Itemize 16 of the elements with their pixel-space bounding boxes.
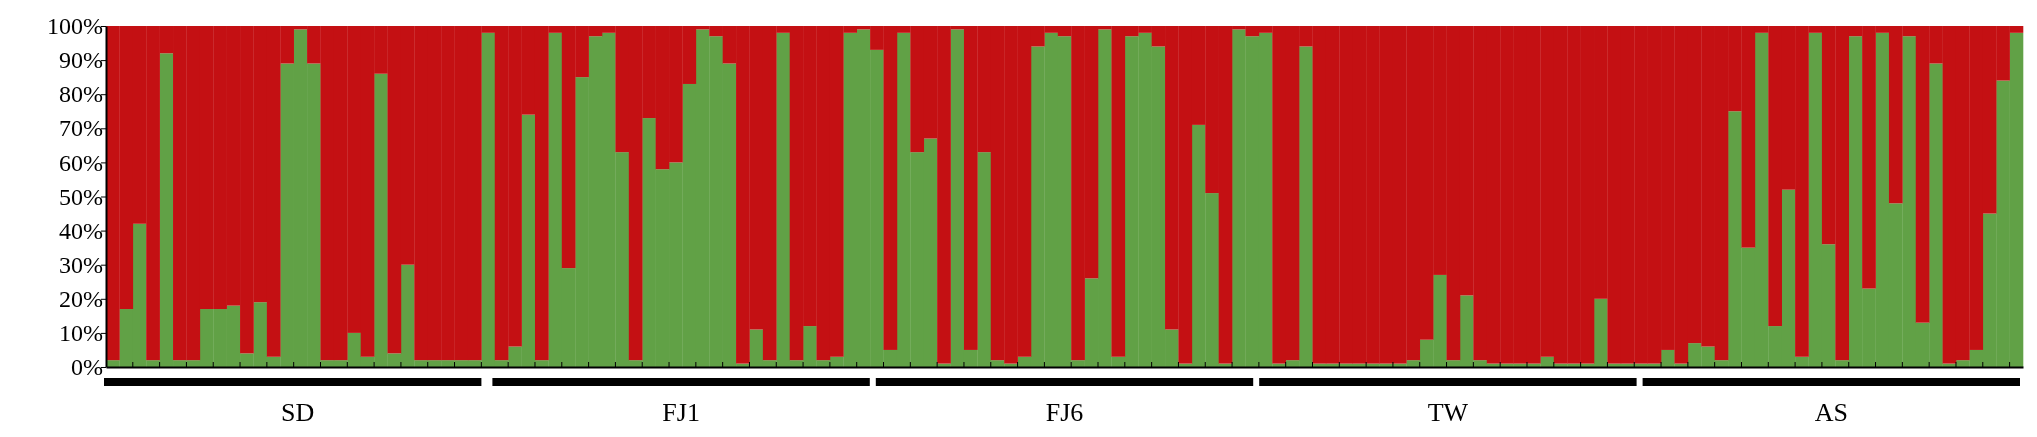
y-tick-label: 70% <box>59 115 103 142</box>
text: FJ1 <box>662 398 700 427</box>
y-tick-label: 20% <box>59 285 103 312</box>
y-tick-label: 40% <box>59 217 103 244</box>
text: AS <box>1814 398 1848 427</box>
y-tick-label: 0% <box>71 354 103 381</box>
text: SD <box>281 398 315 427</box>
text: TW <box>1427 398 1469 427</box>
y-tick-label: 30% <box>59 251 103 278</box>
y-tick-label: 90% <box>59 47 103 74</box>
text: FJ6 <box>1045 398 1084 427</box>
y-tick-label: 60% <box>59 149 103 176</box>
y-tick-label: 10% <box>59 320 103 347</box>
y-tick-label: 50% <box>59 183 103 210</box>
y-tick-label: 80% <box>59 81 103 108</box>
y-tick-label: 100% <box>47 13 103 40</box>
